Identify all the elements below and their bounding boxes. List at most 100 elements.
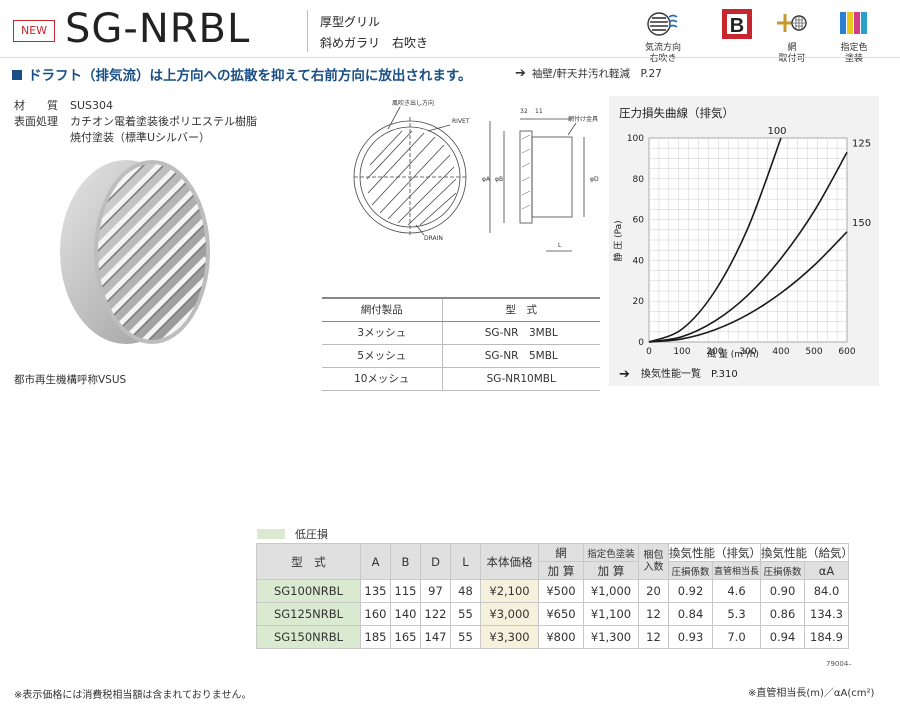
subtitle-grille-type: 厚型グリル bbox=[320, 15, 381, 29]
th-intake: 換気性能（給気） bbox=[760, 543, 853, 562]
x-tick-label: 0 bbox=[646, 347, 652, 357]
svg-text:B: B bbox=[730, 15, 744, 37]
th-mesh: 網 bbox=[538, 543, 584, 562]
spec-finish-value1: カチオン電着塗装後ポリエステル樹脂 bbox=[70, 115, 257, 128]
spec-material-value: SUS304 bbox=[70, 99, 114, 112]
cell-paint: ¥1,000 bbox=[583, 579, 639, 603]
table-row: SG125NRBL 160 140 122 55 ¥3,000 ¥650 ¥1,… bbox=[256, 602, 849, 626]
table-row: 10メッシュ SG-NR10MBL bbox=[322, 367, 600, 391]
lead-reference-text: 袖壁/軒天井汚れ軽減 P.27 bbox=[531, 68, 662, 80]
cell-equiv: 5.3 bbox=[712, 602, 761, 626]
mesh-cell: SG-NR10MBL bbox=[442, 367, 600, 391]
spec-material-label: 材 質 bbox=[14, 99, 58, 112]
cell-mesh: ¥650 bbox=[538, 602, 584, 626]
header-rule bbox=[0, 57, 900, 58]
model-spec-table: 型 式 A B D L 本体価格 網 指定色塗装 梱包入数 換気性能（排気） 換… bbox=[256, 543, 853, 649]
chart-title: 圧力損失曲線（排気） bbox=[619, 106, 734, 120]
th-exhaust: 換気性能（排気） bbox=[668, 543, 761, 562]
feature-mesh-mount: 網 取付可 bbox=[765, 8, 819, 65]
color-paint-icon bbox=[840, 12, 867, 34]
th-paint-add: 加 算 bbox=[583, 561, 639, 580]
th-price: 本体価格 bbox=[480, 543, 539, 580]
series-line-100 bbox=[648, 137, 782, 343]
dim-32-label: 32 bbox=[520, 108, 528, 115]
th-model: 型 式 bbox=[256, 543, 361, 580]
page-title: SG-NRBL bbox=[65, 6, 251, 52]
mesh-mount-icon bbox=[777, 14, 807, 32]
cell-d: 122 bbox=[420, 602, 451, 626]
product-photo bbox=[60, 160, 210, 344]
lead-reference[interactable]: ➔ 袖壁/軒天井汚れ軽減 P.27 bbox=[515, 66, 662, 81]
feature-paint-line1: 指定色 bbox=[840, 43, 868, 53]
dim-l-label: L bbox=[558, 242, 562, 249]
pressure-loss-chart: 圧力損失曲線（排気） 0 100 200 300 400 500 600 0 20 40 60 80 1… bbox=[609, 96, 879, 386]
mesh-cell: SG-NR 5MBL bbox=[442, 344, 600, 368]
table-row: 3メッシュ SG-NR 3MBL bbox=[322, 321, 600, 345]
y-tick-label: 40 bbox=[633, 256, 645, 266]
spec-material: 材 質 SUS304 bbox=[14, 97, 113, 113]
cell-model: SG150NRBL bbox=[256, 625, 361, 649]
cell-loss-in: 0.90 bbox=[760, 579, 805, 603]
dimension-drawing: 風吹き出し方向 RIVET DRAIN 網付け金具 32 11 φA φB φD… bbox=[353, 99, 599, 252]
cell-mesh: ¥500 bbox=[538, 579, 584, 603]
spec-finish-cont: 焼付塗装（標準Uシルバー） bbox=[14, 129, 210, 145]
series-line-150 bbox=[648, 231, 848, 343]
feature-airflow: 気流方向 右吹き bbox=[636, 8, 690, 65]
cell-loss-ex: 0.93 bbox=[668, 625, 713, 649]
cell-model: SG125NRBL bbox=[256, 602, 361, 626]
cell-alpha: 134.3 bbox=[804, 602, 849, 626]
th-loss-coef-ex: 圧損係数 bbox=[668, 561, 713, 580]
b-mark-icon: B bbox=[722, 9, 752, 39]
lead-text: ドラフト（排気流）は上方向への拡散を抑えて右前方向に放出されます。 bbox=[12, 64, 471, 84]
cell-d: 97 bbox=[420, 579, 451, 603]
cell-equiv: 7.0 bbox=[712, 625, 761, 649]
feature-color-paint: 指定色 塗装 bbox=[827, 8, 881, 65]
cell-b: 140 bbox=[390, 602, 421, 626]
mesh-cell: 3メッシュ bbox=[322, 321, 443, 345]
series-line-125 bbox=[648, 151, 848, 343]
chart-lines: 100 125 150 bbox=[648, 126, 871, 343]
th-equiv-length: 直管相当長 bbox=[712, 561, 761, 580]
chart-footnote[interactable]: 換気性能一覧 P.310 bbox=[641, 367, 738, 380]
series-label-100: 100 bbox=[767, 126, 786, 137]
dim-d-label: φD bbox=[590, 176, 599, 183]
th-alpha-a: αA bbox=[804, 561, 849, 580]
x-tick-label: 300 bbox=[739, 347, 756, 357]
cell-paint: ¥1,300 bbox=[583, 625, 639, 649]
spec-finish-value2: 焼付塗装（標準Uシルバー） bbox=[70, 131, 211, 144]
x-tick-label: 100 bbox=[673, 347, 690, 357]
cell-loss-in: 0.86 bbox=[760, 602, 805, 626]
y-tick-label: 60 bbox=[633, 216, 645, 226]
table-row: SG150NRBL 185 165 147 55 ¥3,300 ¥800 ¥1,… bbox=[256, 625, 849, 649]
x-tick-label: 600 bbox=[838, 347, 855, 357]
cell-mesh: ¥800 bbox=[538, 625, 584, 649]
chart-ticks: 0 100 200 300 400 500 600 0 20 40 60 80 100 bbox=[627, 134, 856, 357]
spec-finish: 表面処理 カチオン電着塗装後ポリエステル樹脂 bbox=[14, 113, 257, 129]
th-loss-coef-in: 圧損係数 bbox=[760, 561, 805, 580]
y-tick-label: 80 bbox=[633, 175, 645, 185]
subtitle-louver-type: 斜めガラリ 右吹き bbox=[320, 36, 429, 50]
th-b: B bbox=[390, 543, 421, 580]
airflow-icon bbox=[647, 12, 678, 36]
mesh-product-table: 網付製品 型 式 3メッシュ SG-NR 3MBL 5メッシュ SG-NR 5M… bbox=[322, 297, 600, 391]
cell-a: 160 bbox=[360, 602, 391, 626]
feature-airflow-line1: 気流方向 bbox=[644, 43, 681, 53]
dim-b-label: φB bbox=[495, 176, 503, 183]
cell-qty: 12 bbox=[638, 602, 669, 626]
th-l: L bbox=[450, 543, 481, 580]
header-divider bbox=[307, 10, 308, 52]
table-row: SG100NRBL 135 115 97 48 ¥2,100 ¥500 ¥1,0… bbox=[256, 579, 849, 603]
th-d: D bbox=[420, 543, 451, 580]
rivet-label: RIVET bbox=[452, 118, 470, 125]
city-agency-note: 都市再生機構呼称VSUS bbox=[14, 374, 127, 386]
x-tick-label: 500 bbox=[805, 347, 822, 357]
chart-grid bbox=[648, 137, 848, 343]
cell-alpha: 84.0 bbox=[804, 579, 849, 603]
x-tick-label: 200 bbox=[706, 347, 723, 357]
cell-qty: 20 bbox=[638, 579, 669, 603]
feature-b-mark: B bbox=[710, 8, 764, 43]
footnote-units: ※直管相当長(m)／αA(cm²) bbox=[748, 688, 875, 699]
chart-ylabel: 静 圧 (Pa) bbox=[612, 220, 624, 261]
cell-a: 135 bbox=[360, 579, 391, 603]
cell-paint: ¥1,100 bbox=[583, 602, 639, 626]
